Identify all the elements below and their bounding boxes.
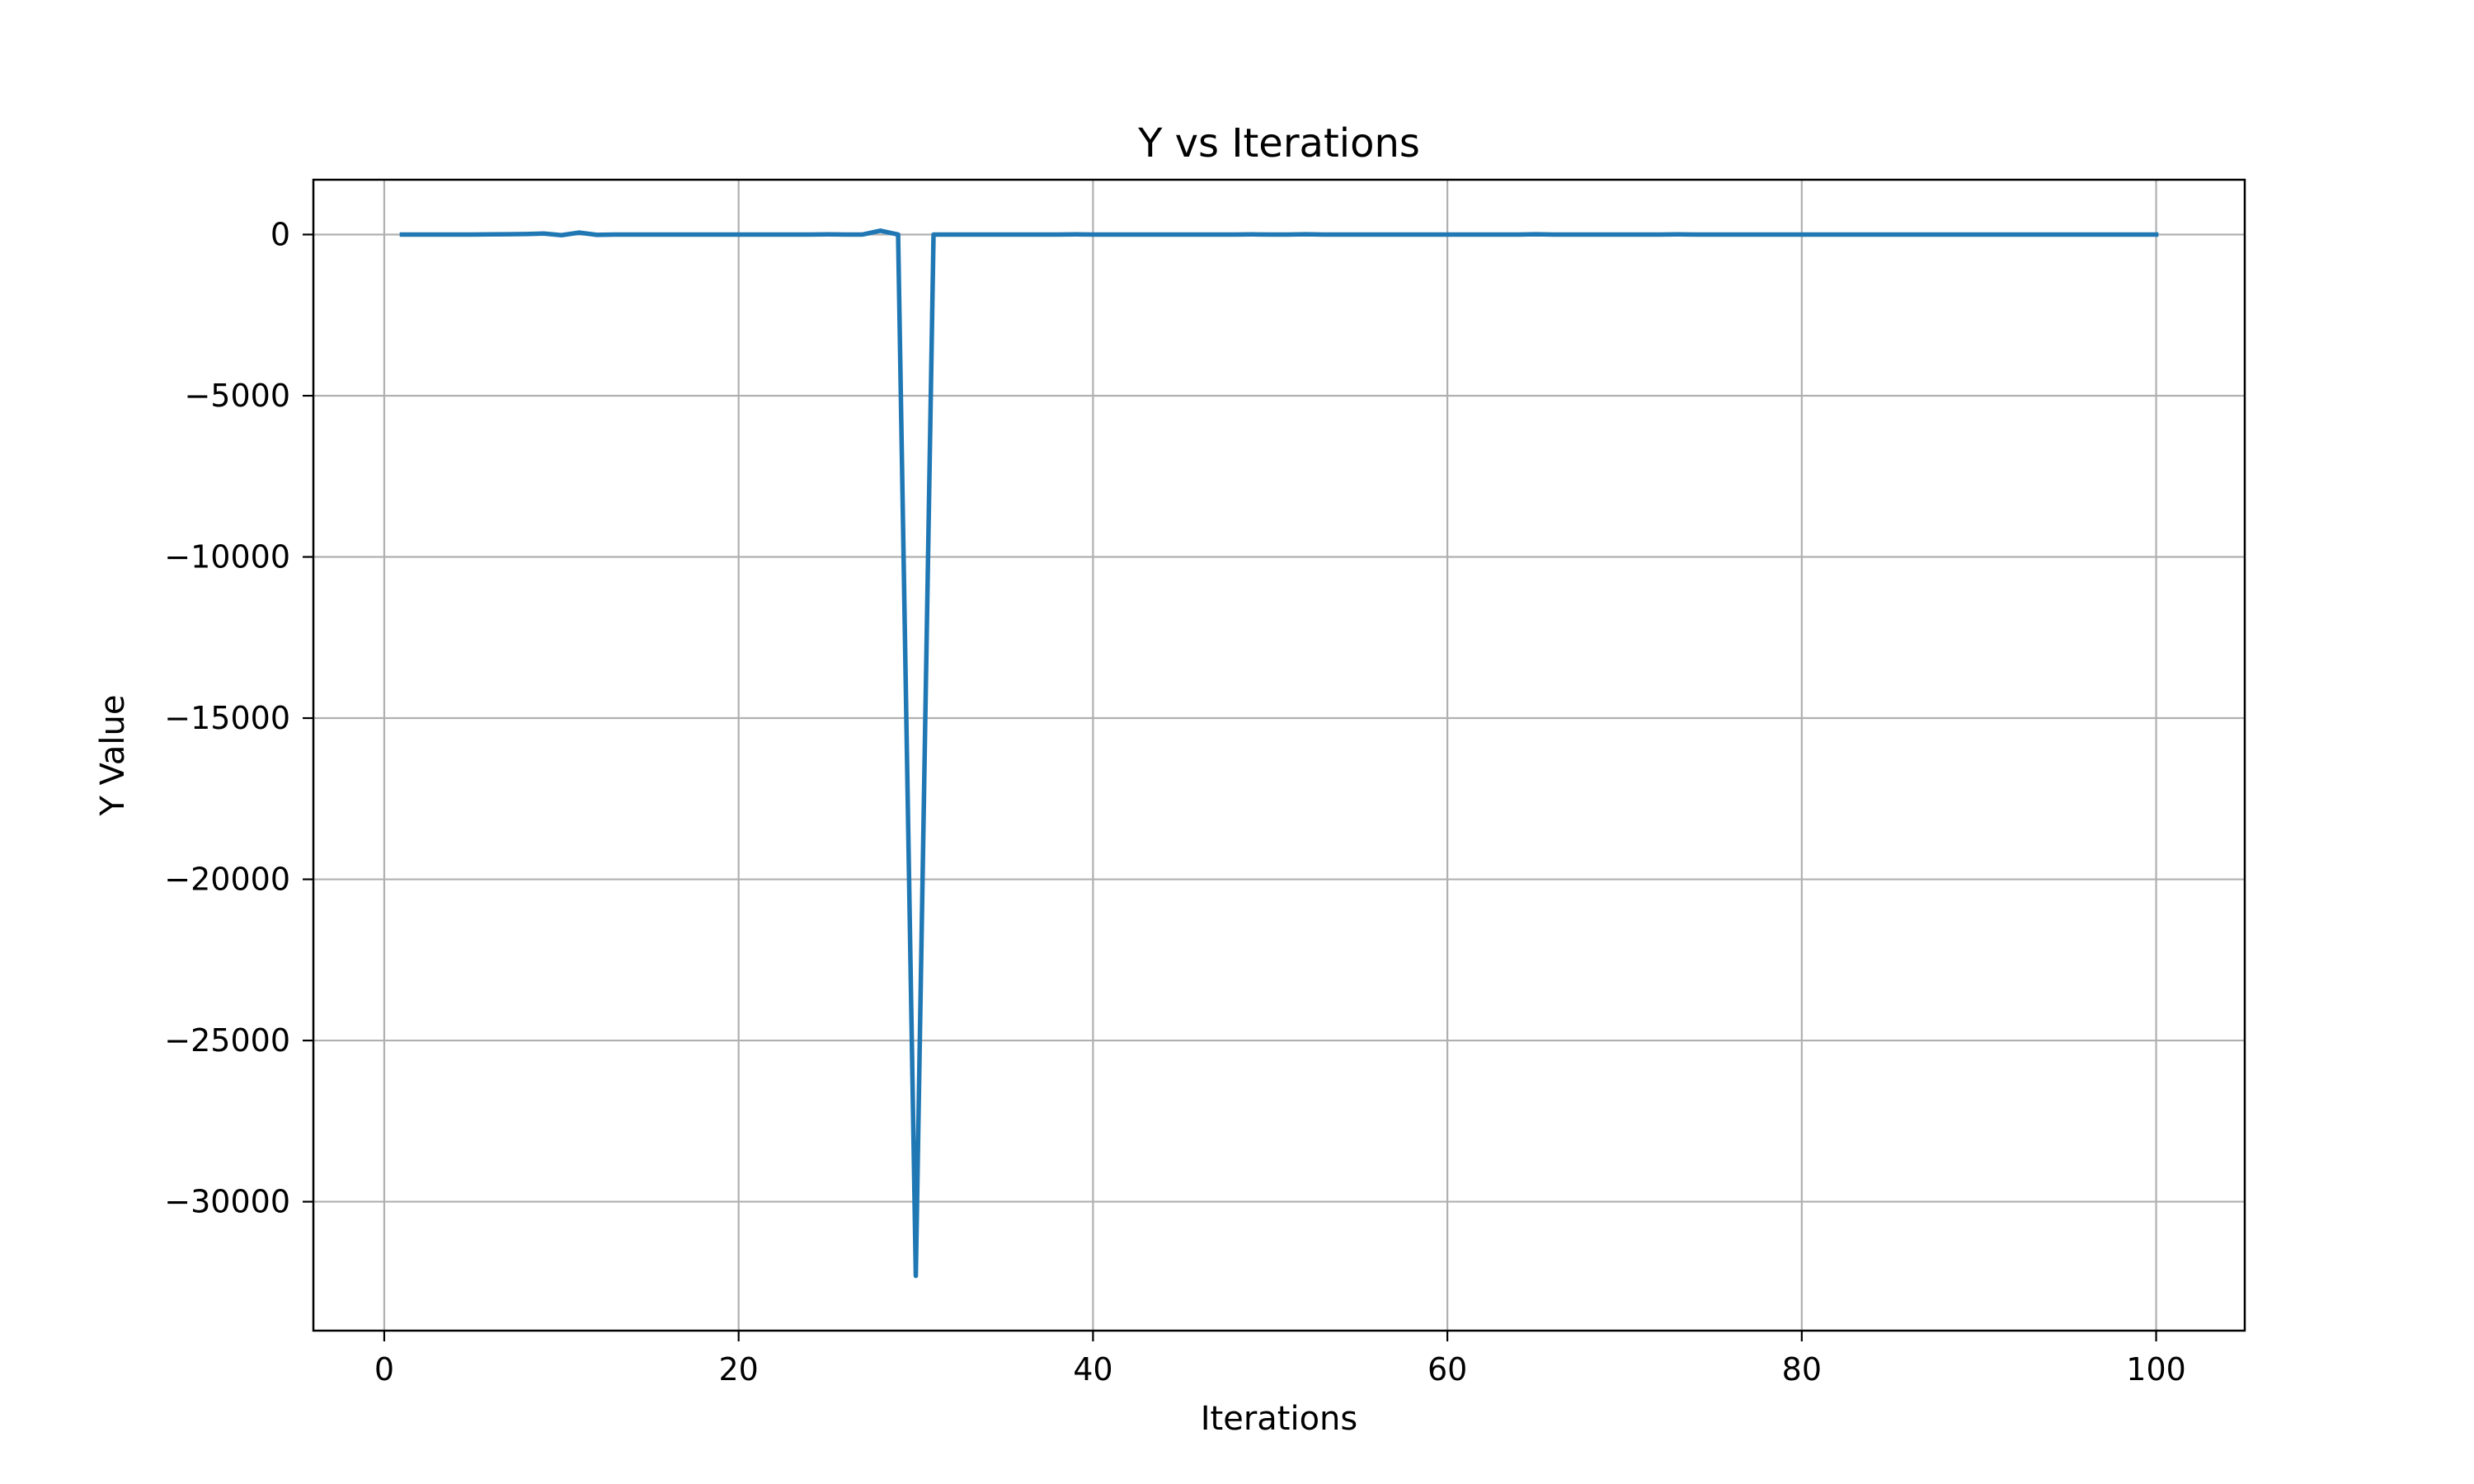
x-tick-label: 0: [374, 1351, 394, 1388]
series-line: [399, 228, 2159, 1279]
x-tick-label: 100: [2126, 1351, 2186, 1388]
axes-frame: [312, 178, 2246, 1332]
grid: [313, 180, 2245, 1331]
x-tick-label: 80: [1782, 1351, 1822, 1388]
y-tick-label: −5000: [184, 378, 290, 414]
y-axis-label: Y Value: [94, 695, 132, 817]
y-tick-label: −20000: [164, 862, 290, 898]
y-tick-label: −15000: [164, 700, 290, 736]
x-axis-label: Iterations: [1201, 1400, 1358, 1438]
y-tick-label: 0: [270, 216, 290, 252]
chart-title: Y vs Iterations: [1137, 120, 1420, 167]
ticks: 0 20 40 60 80 100 0 −5000 −10000 −15000 −20000 −250…: [164, 216, 2186, 1388]
y-tick-label: −10000: [164, 539, 290, 575]
x-tick-label: 40: [1073, 1351, 1112, 1388]
y-tick-label: −25000: [164, 1022, 290, 1059]
series-layer: [399, 228, 2159, 1279]
y-tick-label: −30000: [164, 1184, 290, 1220]
x-tick-label: 20: [718, 1351, 758, 1388]
x-tick-label: 60: [1427, 1351, 1467, 1388]
